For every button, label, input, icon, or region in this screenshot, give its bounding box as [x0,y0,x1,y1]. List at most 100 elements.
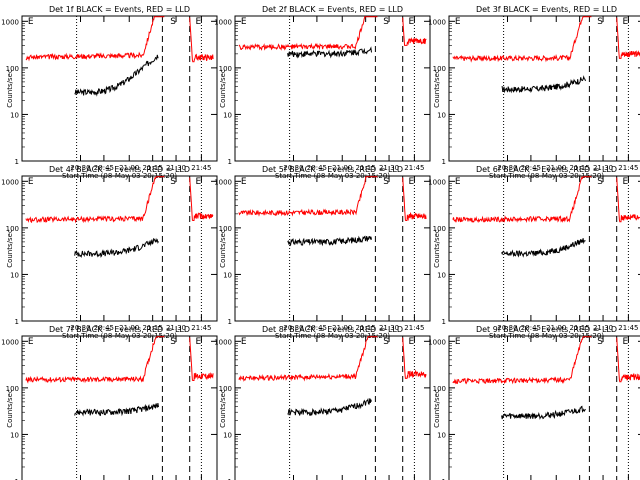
x-tick-label: 21:45 [618,324,638,332]
events-series-line [74,54,159,97]
panel-6: Det 6f BLACK = Events, RED = LLD 1 10 100 10… [428,165,640,340]
y-tick-label: 100 [219,385,232,393]
lld-series-post-line [616,177,640,223]
y-tick-label: 1000 [214,178,232,186]
plot-frame [234,335,431,480]
y-tick-label: 10 [437,111,446,119]
x-tick-label: 20:45 [307,164,327,172]
event-marker-label: E [409,17,415,27]
lld-series-line [238,336,378,382]
lld-series-line [25,336,165,384]
event-marker-label: S [383,17,389,27]
lld-series-post-line [616,337,640,383]
x-tick-label: 20:30 [497,324,517,332]
x-tick-label: 20:45 [521,324,541,332]
y-tick-label: 1 [442,158,446,166]
event-marker-label: E [241,337,247,347]
plot-frame [21,15,218,162]
lld-series-post-line [616,17,640,59]
event-marker-label: S [383,177,389,187]
event-marker-label: E [28,337,34,347]
x-tick-label: 21:45 [618,164,638,172]
y-axis-label: Counts/sec [219,229,227,268]
y-axis-label: Counts/sec [433,389,441,428]
event-marker-label: E [409,177,415,187]
y-tick-label: 1 [15,318,19,326]
x-tick-label: 21:15 [143,164,163,172]
y-tick-label: 1000 [428,338,446,346]
y-tick-label: 1000 [1,18,19,26]
lld-series-line [238,16,378,51]
y-tick-label: 10 [223,431,232,439]
x-tick-label: 21:15 [143,324,163,332]
events-series-line [501,238,586,258]
y-tick-label: 10 [10,271,19,279]
x-tick-label: 21:30 [379,164,399,172]
event-marker-label: E [28,177,34,187]
y-tick-label: 1000 [428,18,446,26]
panel-title: Det 1f BLACK = Events, RED = LLD [49,5,190,14]
plot-frame [21,175,218,322]
y-tick-label: 10 [223,271,232,279]
y-tick-label: 10 [437,431,446,439]
lld-series-post-line [189,337,214,381]
y-axis-label: Counts/sec [433,69,441,108]
event-marker-label: E [455,17,461,27]
y-tick-label: 1000 [214,18,232,26]
y-tick-label: 1 [228,478,232,480]
lld-series-line [25,176,165,224]
plot-frame [234,15,431,162]
x-tick-label: 21:00 [546,324,566,332]
events-series-line [287,397,372,416]
panel-9: Det 9f BLACK = Events, RED = LLD 1 10 100 10… [428,325,640,480]
lld-series-line [238,176,378,217]
events-series-line [74,237,159,258]
x-tick-label: 20:30 [497,164,517,172]
event-marker-label: E [196,177,202,187]
event-marker-label: E [196,17,202,27]
y-tick-label: 100 [6,225,19,233]
y-tick-label: 100 [433,225,446,233]
panel-title: Det 7f BLACK = Events, RED = LLD [49,325,190,334]
y-tick-label: 100 [6,385,19,393]
lld-series-line [452,16,592,63]
lld-series-post-line [402,17,427,46]
x-tick-label: 21:45 [191,324,211,332]
y-tick-label: 1000 [428,178,446,186]
x-tick-label: 21:15 [570,324,590,332]
y-tick-label: 100 [6,65,19,73]
event-marker-label: E [196,337,202,347]
x-tick-label: 21:15 [356,164,376,172]
x-tick-label: 21:00 [332,164,352,172]
panel-5: Det 5f BLACK = Events, RED = LLD 1 10 100 10… [214,165,431,340]
lld-series-line [25,16,165,62]
x-tick-label: 21:45 [404,324,424,332]
y-axis-label: Counts/sec [6,69,14,108]
event-marker-label: E [623,177,629,187]
plot-frame [448,175,640,322]
x-tick-label: 20:30 [283,164,303,172]
lld-series-line [452,336,592,385]
y-tick-label: 1 [15,478,19,480]
event-marker-label: S [170,177,176,187]
panel-title: Det 3f BLACK = Events, RED = LLD [476,5,617,14]
x-tick-label: 21:30 [593,164,613,172]
event-marker-label: S [383,337,389,347]
x-tick-label: 20:45 [307,324,327,332]
y-axis-label: Counts/sec [6,389,14,428]
y-tick-label: 100 [219,225,232,233]
x-tick-label: 21:30 [593,324,613,332]
x-tick-label: 20:45 [521,164,541,172]
panel-title: Det 4f BLACK = Events, RED = LLD [49,165,190,174]
event-marker-label: E [455,337,461,347]
lld-series-post-line [402,177,427,222]
panel-2: Det 2f BLACK = Events, RED = LLD 1 10 100 10… [214,5,431,180]
y-tick-label: 100 [433,385,446,393]
plot-frame [448,15,640,162]
y-axis-label: Counts/sec [219,69,227,108]
x-tick-label: 20:45 [94,164,114,172]
events-series-line [287,235,372,247]
x-tick-label: 21:30 [166,164,186,172]
x-tick-label: 21:00 [332,324,352,332]
